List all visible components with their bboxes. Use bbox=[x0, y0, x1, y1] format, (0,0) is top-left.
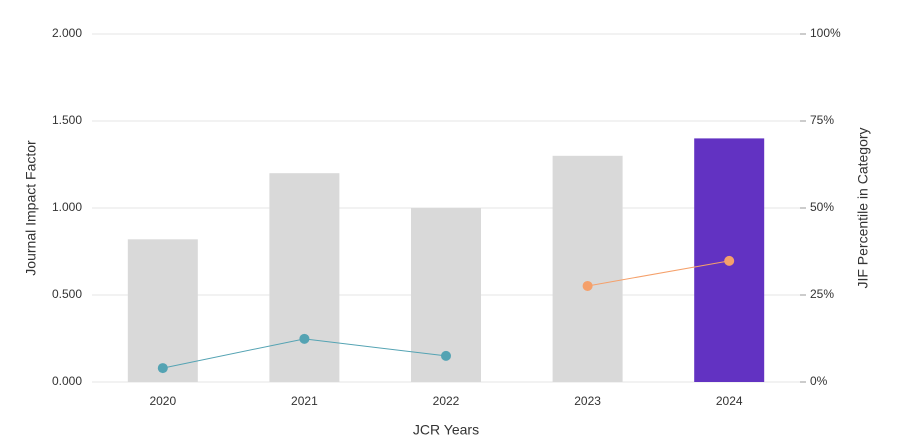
point bbox=[299, 333, 310, 344]
y2-tick-label: 50% bbox=[810, 200, 834, 214]
y-tick-label: 1.500 bbox=[52, 113, 82, 127]
y2-tick-label: 75% bbox=[810, 113, 834, 127]
x-tick-label: 2023 bbox=[574, 394, 601, 408]
y2-axis-title: JIF Percentile in Category bbox=[855, 127, 871, 288]
y-tick-label: 1.000 bbox=[52, 200, 82, 214]
x-axis-title: JCR Years bbox=[413, 422, 479, 438]
y-tick-label: 2.000 bbox=[52, 26, 82, 40]
x-tick-label: 2024 bbox=[716, 394, 743, 408]
x-tick-label: 2021 bbox=[291, 394, 318, 408]
y2-tick-label: 100% bbox=[810, 26, 841, 40]
bar bbox=[552, 155, 623, 382]
bar bbox=[269, 173, 340, 382]
point bbox=[724, 255, 735, 266]
point bbox=[582, 280, 593, 291]
line bbox=[587, 260, 730, 287]
point bbox=[157, 363, 168, 374]
bar bbox=[127, 239, 198, 382]
point bbox=[441, 350, 451, 361]
y2-tick-label: 0% bbox=[810, 374, 828, 388]
y-axis-title: Journal Impact Factor bbox=[23, 140, 39, 276]
x-tick-label: 2022 bbox=[433, 394, 460, 408]
y2-tick-label: 25% bbox=[810, 287, 834, 301]
x-tick-label: 2020 bbox=[149, 394, 176, 408]
y-tick-label: 0.000 bbox=[52, 374, 82, 388]
y-tick-label: 0.500 bbox=[52, 287, 82, 301]
